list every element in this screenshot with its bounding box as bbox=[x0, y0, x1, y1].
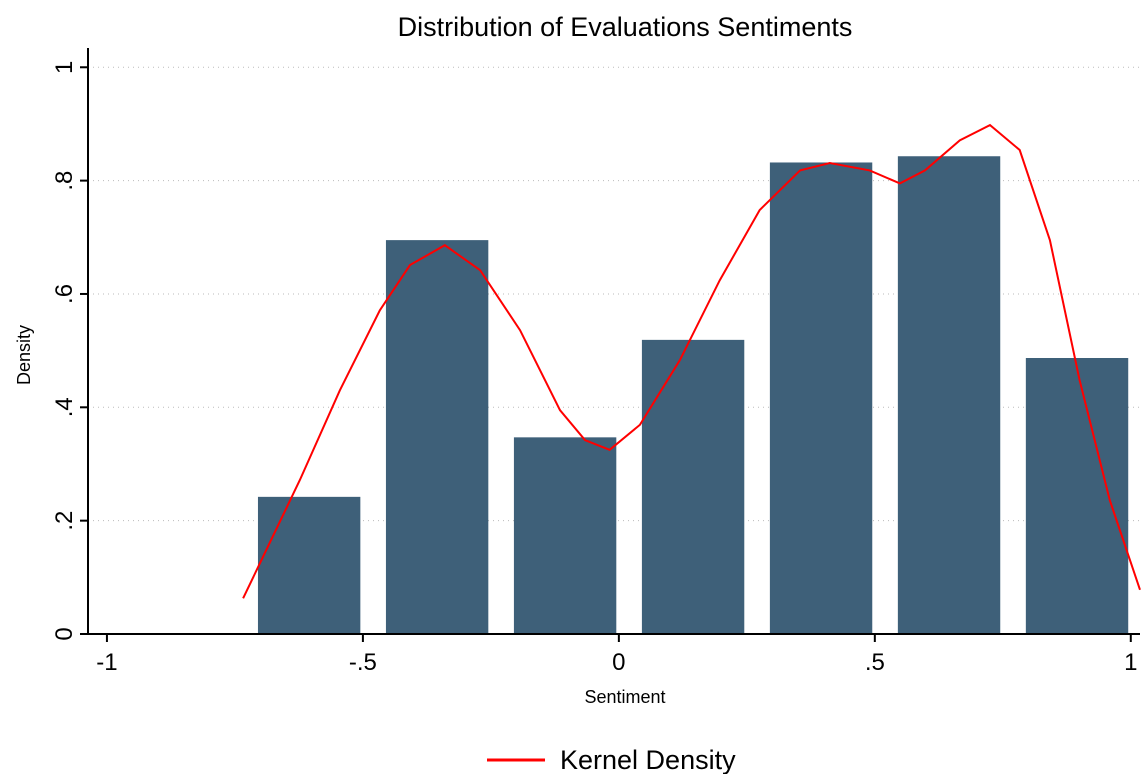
bar bbox=[257, 496, 361, 634]
y-tick-label: .8 bbox=[51, 171, 78, 191]
legend-label: Kernel Density bbox=[560, 745, 736, 774]
bar bbox=[513, 437, 617, 634]
bar bbox=[385, 240, 489, 634]
x-tick-label: 0 bbox=[612, 649, 625, 676]
y-axis-label: Density bbox=[14, 325, 34, 385]
y-tick-label: .6 bbox=[51, 284, 78, 304]
bar bbox=[1025, 358, 1129, 634]
y-tick-label: .2 bbox=[51, 511, 78, 531]
y-tick-label: 1 bbox=[51, 61, 78, 74]
bar bbox=[769, 162, 873, 635]
x-axis-label: Sentiment bbox=[584, 687, 665, 707]
x-tick-label: -.5 bbox=[349, 649, 377, 676]
bar bbox=[897, 156, 1001, 634]
chart-title: Distribution of Evaluations Sentiments bbox=[398, 12, 853, 42]
bar bbox=[641, 339, 745, 634]
x-tick-label: .5 bbox=[865, 649, 885, 676]
y-tick-label: .4 bbox=[51, 397, 78, 417]
y-tick-label: 0 bbox=[51, 627, 78, 640]
density-line bbox=[242, 123, 1141, 599]
x-tick-label: 1 bbox=[1124, 649, 1137, 676]
x-tick-label: -1 bbox=[96, 649, 117, 676]
